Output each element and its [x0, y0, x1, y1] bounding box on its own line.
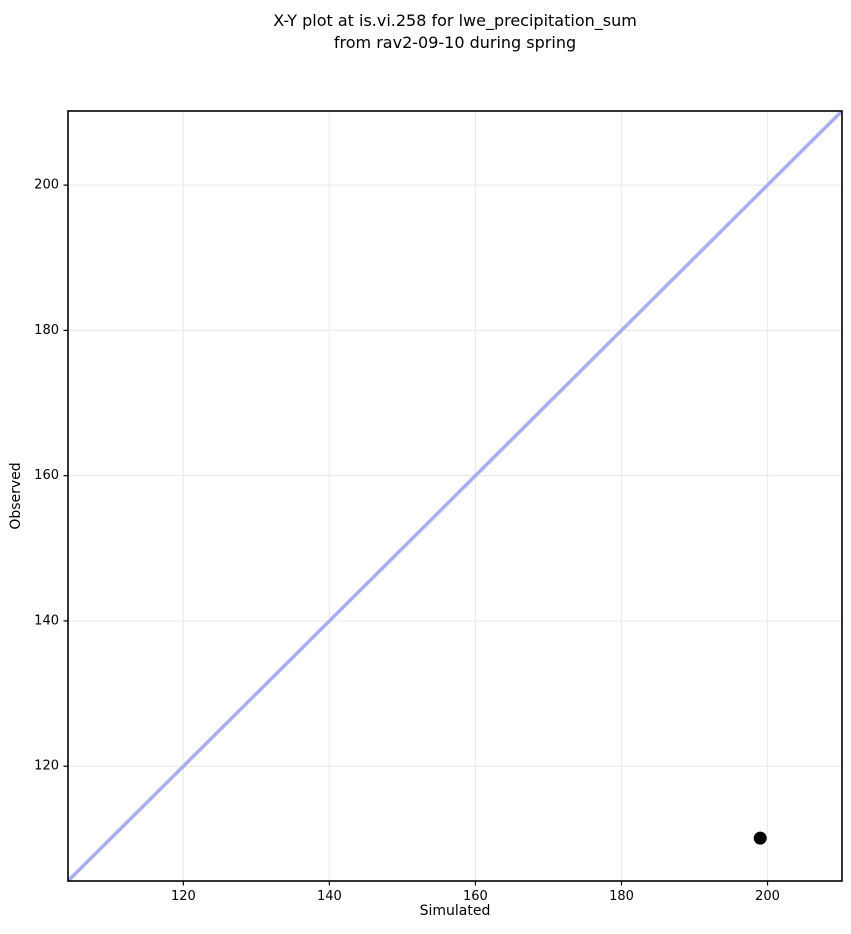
x-tick-label: 180: [609, 889, 634, 904]
y-tick-label: 180: [34, 323, 59, 338]
data-point: [753, 831, 767, 845]
x-tick-label: 200: [755, 889, 780, 904]
data-layer: [68, 111, 842, 881]
y-tick-label: 160: [34, 468, 59, 483]
plot-border: [67, 110, 843, 882]
chart-title-line-2: from rav2-09-10 during spring: [333, 33, 577, 52]
x-tick-label: 140: [317, 889, 342, 904]
identity-line: [68, 111, 842, 881]
y-axis-label: Observed: [8, 462, 24, 530]
x-axis-label: Simulated: [419, 903, 491, 919]
y-tick-label: 140: [34, 613, 59, 628]
chart-title-line-1: X-Y plot at is.vi.258 for lwe_precipitat…: [273, 11, 637, 30]
chart-title: X-Y plot at is.vi.258 for lwe_precipitat…: [68, 10, 842, 54]
x-tick-label: 160: [463, 889, 488, 904]
x-tick-label: 120: [171, 889, 196, 904]
y-tick-label: 200: [34, 178, 59, 193]
y-tick-label: 120: [34, 759, 59, 774]
